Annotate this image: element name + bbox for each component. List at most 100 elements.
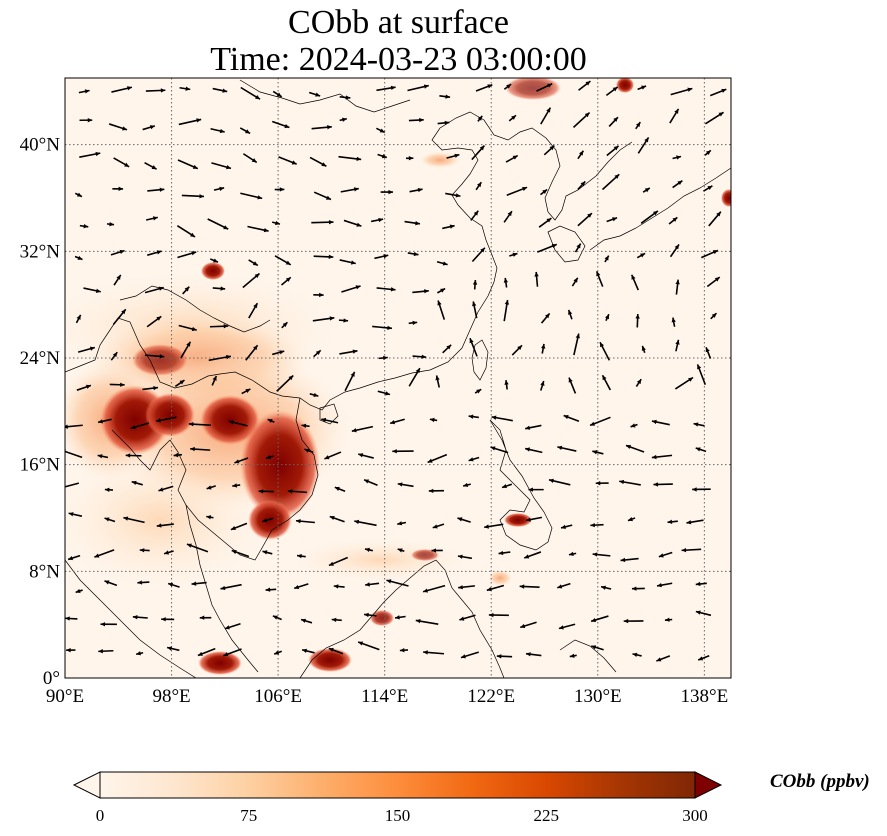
wind-arrow — [637, 137, 650, 154]
wind-arrow — [79, 117, 93, 123]
wind-arrow — [267, 418, 275, 424]
wind-arrow — [537, 243, 558, 253]
wind-arrow — [697, 655, 710, 661]
wind-arrow — [97, 418, 112, 424]
wind-arrow — [377, 153, 388, 159]
wind-arrow — [295, 519, 315, 524]
x-tick-label: 98°E — [152, 686, 190, 707]
wind-arrow — [364, 547, 373, 553]
wind-arrow — [540, 380, 545, 391]
plume-mindanao — [488, 570, 512, 586]
wind-arrow — [113, 274, 122, 286]
wind-arrow — [147, 187, 165, 192]
wind-arrow — [378, 355, 388, 361]
wind-arrow — [459, 614, 476, 621]
hotspot-yunnan — [132, 344, 188, 376]
wind-arrow — [374, 254, 389, 260]
hotspot-borneo-north — [370, 610, 394, 626]
wind-arrow — [178, 324, 197, 332]
wind-arrow — [112, 186, 124, 192]
wind-arrow — [191, 581, 207, 586]
wind-arrow — [686, 519, 704, 525]
wind-arrow — [672, 155, 682, 160]
wind-arrow — [338, 318, 349, 323]
wind-arrow — [166, 646, 180, 652]
wind-arrow — [296, 553, 306, 559]
wind-arrow — [271, 220, 281, 226]
map-frame — [64, 77, 732, 679]
wind-arrow — [590, 615, 609, 623]
hotspot-amur — [616, 78, 634, 93]
colorbar: 0 75 150 225 300 CObb (ppbv) — [72, 771, 870, 825]
wind-arrow — [308, 91, 321, 97]
colorbar-extend-max — [694, 771, 723, 799]
wind-arrow — [704, 111, 724, 125]
wind-arrow — [97, 454, 109, 459]
wind-arrow — [674, 376, 694, 390]
hotspot-philippines — [504, 513, 532, 527]
wind-arrow — [412, 289, 429, 294]
wind-arrow — [474, 388, 482, 394]
wind-arrow — [442, 224, 455, 230]
wind-arrow — [354, 519, 377, 527]
wind-arrow — [333, 584, 345, 589]
y-axis-ticks: 0° 8°N 16°N 24°N 32°N 40°N — [20, 135, 61, 689]
wind-arrow — [415, 619, 439, 626]
wind-arrow — [484, 523, 504, 529]
wind-arrow — [274, 255, 292, 266]
wind-arrow — [392, 449, 414, 454]
wind-arrow — [262, 550, 273, 555]
wind-arrow — [631, 274, 640, 291]
wind-arrow — [142, 125, 156, 131]
wind-arrow — [669, 108, 680, 124]
coastline-sumatra — [65, 559, 197, 678]
wind-arrow — [339, 117, 348, 122]
wind-arrow — [601, 173, 620, 191]
wind-arrow — [110, 351, 118, 361]
wind-arrow — [675, 339, 680, 352]
colorbar-extend-min — [72, 771, 101, 799]
coastline-philippines — [489, 419, 553, 551]
wind-arrow — [178, 118, 202, 126]
wind-arrow — [520, 621, 537, 629]
wind-arrow — [271, 120, 290, 129]
hotspot-borneo-west — [308, 648, 352, 672]
colorbar-tick-label: 150 — [385, 806, 411, 825]
wind-arrow — [206, 515, 214, 520]
wind-arrow — [230, 522, 248, 531]
wind-arrow — [667, 519, 678, 524]
wind-arrow — [605, 313, 610, 322]
wind-arrow — [130, 422, 150, 430]
wind-arrow — [709, 88, 727, 97]
wind-arrow — [578, 80, 591, 91]
hotspot-sichuan — [201, 262, 225, 280]
wind-arrow — [656, 655, 671, 662]
wind-arrow — [632, 652, 642, 657]
wind-arrow — [397, 482, 414, 488]
wind-arrow — [599, 341, 611, 361]
wind-arrow — [174, 379, 185, 388]
wind-arrow — [274, 187, 285, 192]
wind-arrow — [240, 86, 261, 100]
wind-arrow — [437, 300, 446, 320]
wind-arrow — [540, 312, 551, 324]
wind-arrow — [265, 455, 274, 460]
wind-arrow — [287, 489, 308, 494]
wind-arrow — [693, 422, 705, 427]
wind-arrow — [475, 181, 482, 191]
wind-arrow — [363, 479, 378, 486]
wind-arrow — [98, 649, 114, 654]
wind-arrow — [540, 188, 548, 196]
wind-arrow — [708, 211, 722, 227]
wind-arrow — [636, 252, 646, 259]
wind-arrow — [468, 456, 480, 462]
wind-arrow — [258, 489, 274, 494]
colorbar-label: CObb (ppbv) — [770, 771, 870, 792]
wind-arrow — [389, 418, 405, 425]
wind-arrow — [568, 551, 577, 557]
wind-arrow — [209, 324, 229, 329]
wind-arrow — [207, 218, 229, 230]
wind-arrow — [407, 84, 429, 92]
wind-arrow — [503, 210, 513, 223]
wind-arrow — [437, 287, 446, 294]
